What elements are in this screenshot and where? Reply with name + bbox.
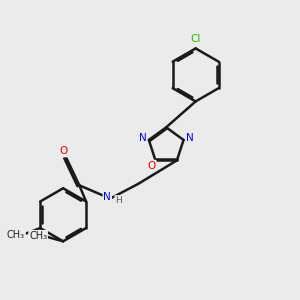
Text: N: N — [103, 192, 111, 202]
Text: Cl: Cl — [190, 34, 201, 44]
Text: CH₃: CH₃ — [7, 230, 25, 240]
Text: O: O — [148, 160, 156, 171]
Text: H: H — [115, 196, 122, 205]
Text: N: N — [139, 133, 146, 143]
Text: O: O — [60, 146, 68, 157]
Text: CH₃: CH₃ — [29, 231, 47, 241]
Text: N: N — [186, 133, 194, 143]
